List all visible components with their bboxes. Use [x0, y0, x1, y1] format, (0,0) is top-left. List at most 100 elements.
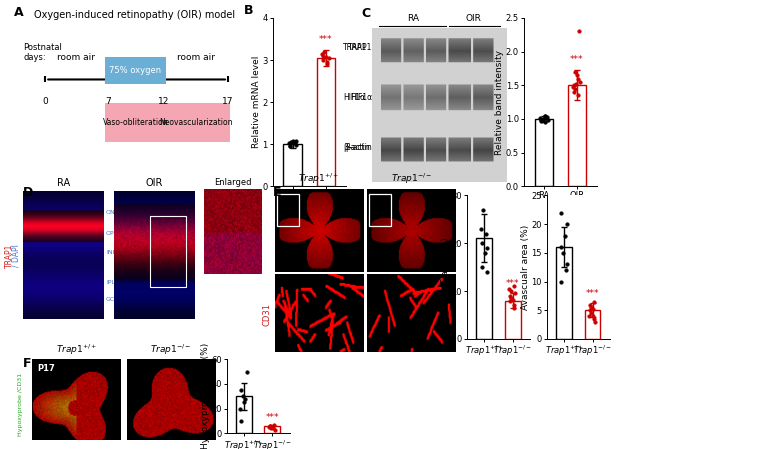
Point: [267, 425, 280, 432]
Text: $Trap1^{+/+}$: $Trap1^{+/+}$: [55, 343, 98, 357]
Point: [480, 230, 492, 237]
Point: [584, 307, 596, 314]
Point: [508, 302, 520, 309]
Point: [538, 112, 551, 119]
Point: [588, 315, 601, 322]
Text: C: C: [362, 7, 371, 20]
Point: [503, 285, 515, 292]
Text: TRAP1: TRAP1: [343, 44, 367, 53]
FancyBboxPatch shape: [105, 103, 166, 142]
Point: [571, 75, 584, 82]
Bar: [535, 119, 553, 186]
Point: [571, 72, 584, 79]
Point: [320, 53, 333, 60]
Point: [504, 297, 516, 304]
Text: INL: INL: [106, 250, 116, 255]
Point: [321, 61, 333, 68]
FancyBboxPatch shape: [161, 103, 230, 142]
Point: [540, 114, 552, 121]
Text: B: B: [243, 4, 253, 18]
Text: β-actin: β-actin: [346, 144, 372, 153]
Text: OIR: OIR: [465, 14, 482, 23]
Text: GCL: GCL: [106, 297, 119, 302]
Text: β-actin: β-actin: [343, 144, 369, 153]
Point: [561, 261, 573, 268]
Bar: [556, 247, 572, 339]
Text: / DAPI: / DAPI: [12, 245, 21, 267]
Bar: [316, 58, 335, 186]
Point: [535, 118, 547, 125]
Text: $Trap1^{-/-}$: $Trap1^{-/-}$: [390, 172, 432, 186]
Point: [541, 114, 553, 121]
Point: [264, 423, 276, 430]
Bar: [505, 301, 521, 339]
Point: [567, 83, 579, 90]
Text: HIF1α: HIF1α: [350, 92, 372, 101]
Point: [478, 249, 491, 256]
Point: [560, 266, 572, 273]
Point: [283, 139, 295, 146]
Point: [504, 292, 516, 299]
Point: [584, 304, 597, 311]
Y-axis label: Relative mRNA level: Relative mRNA level: [252, 56, 261, 148]
Point: [263, 422, 276, 429]
Point: [509, 290, 521, 297]
Point: [535, 116, 547, 123]
Text: Oxygen-induced retinopathy (OIR) model: Oxygen-induced retinopathy (OIR) model: [34, 10, 235, 20]
Text: CD31: CD31: [263, 303, 272, 326]
Point: [569, 85, 581, 92]
Text: OIR: OIR: [145, 178, 163, 188]
Y-axis label: NVT area (%): NVT area (%): [441, 237, 450, 297]
Text: Enlarged: Enlarged: [214, 178, 252, 187]
Point: [286, 139, 298, 146]
Text: 12: 12: [157, 97, 169, 106]
Text: D: D: [23, 186, 33, 199]
Point: [318, 48, 330, 55]
FancyBboxPatch shape: [105, 57, 166, 84]
Text: HIF1α: HIF1α: [343, 92, 365, 101]
Point: [589, 318, 601, 326]
Point: [316, 50, 329, 57]
Bar: [236, 396, 252, 433]
Point: [475, 264, 488, 271]
Point: [539, 113, 551, 120]
Text: $Trap1^{-/-}$: $Trap1^{-/-}$: [150, 343, 192, 357]
Point: [481, 244, 493, 251]
Point: [283, 142, 296, 149]
Point: [541, 117, 554, 124]
Point: [573, 28, 585, 35]
Point: [568, 82, 580, 89]
Text: F: F: [23, 357, 31, 370]
Text: ***: ***: [319, 35, 333, 44]
Point: [570, 80, 582, 88]
Point: [317, 57, 329, 64]
Text: A: A: [14, 6, 24, 18]
Point: [557, 249, 569, 256]
Text: P17: P17: [38, 364, 55, 373]
Point: [475, 225, 487, 233]
Text: ONL: ONL: [106, 210, 119, 215]
Bar: [283, 144, 302, 186]
Point: [477, 206, 489, 213]
Point: [482, 269, 494, 276]
Text: 7: 7: [104, 97, 111, 106]
Text: E: E: [273, 186, 281, 199]
Point: [588, 298, 600, 305]
Point: [235, 418, 247, 425]
Point: [555, 243, 568, 251]
Y-axis label: Avascualr area (%): Avascualr area (%): [521, 224, 530, 310]
Bar: [369, 194, 391, 226]
Bar: [276, 194, 299, 226]
Point: [574, 78, 586, 85]
Point: [237, 392, 249, 400]
Text: OPL: OPL: [106, 230, 118, 236]
Text: ***: ***: [266, 413, 279, 422]
Point: [240, 395, 252, 402]
Point: [475, 240, 488, 247]
Point: [568, 88, 580, 96]
Text: ***: ***: [506, 279, 519, 288]
Point: [290, 138, 302, 145]
Text: RA: RA: [57, 178, 70, 188]
Point: [583, 313, 595, 320]
Point: [534, 115, 546, 122]
